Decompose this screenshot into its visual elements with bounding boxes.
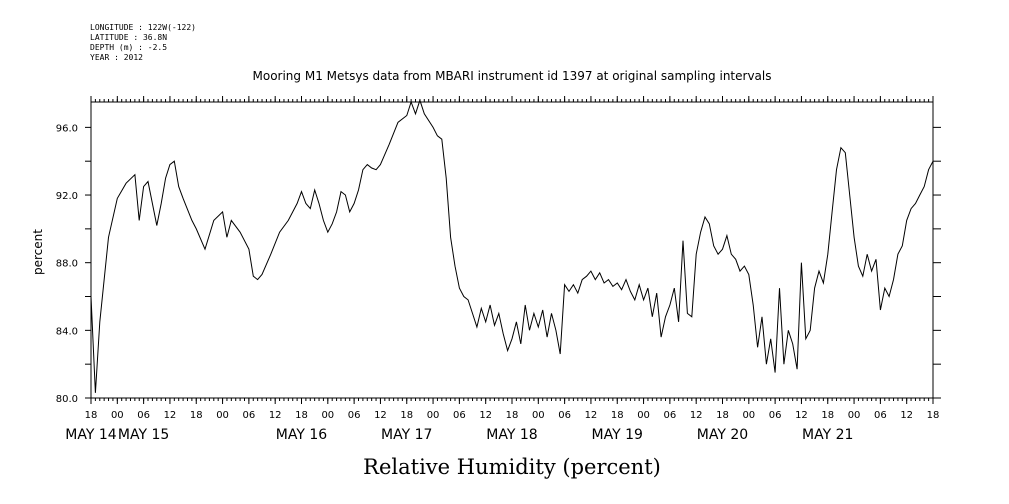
date-label: MAY 16 (276, 427, 327, 443)
x-tick-label: 18 (506, 410, 519, 421)
x-tick-label: 06 (664, 410, 677, 421)
x-tick-label: 00 (216, 410, 229, 421)
x-tick-label: 18 (85, 410, 98, 421)
date-label: MAY 20 (697, 427, 748, 443)
x-tick-label: 06 (558, 410, 571, 421)
x-tick-label: 12 (690, 410, 703, 421)
y-tick-label: 88.0 (56, 259, 78, 270)
x-tick-label: 06 (243, 410, 256, 421)
x-tick-label: 18 (190, 410, 203, 421)
x-tick-label: 00 (742, 410, 755, 421)
y-axis-label: percent (31, 229, 45, 275)
date-label: MAY 19 (592, 427, 643, 443)
x-tick-label: 00 (532, 410, 545, 421)
x-tick-label: 12 (269, 410, 282, 421)
date-label: MAY 14 (65, 427, 116, 443)
x-tick-label: 18 (821, 410, 834, 421)
tick-labels: 18 00 06 12 18 00 06 12 18 00 06 12 18 00 06 12 18 00 06 12… (56, 123, 940, 443)
x-tick-label: 06 (348, 410, 361, 421)
y-tick-label: 80.0 (56, 394, 78, 405)
axis-ticks (85, 96, 941, 404)
x-tick-label: 06 (453, 410, 466, 421)
x-tick-label: 18 (927, 410, 940, 421)
x-tick-label: 06 (137, 410, 150, 421)
date-label: MAY 21 (802, 427, 853, 443)
date-label: MAY 15 (118, 427, 169, 443)
x-tick-label: 00 (848, 410, 861, 421)
x-tick-label: 06 (874, 410, 887, 421)
x-tick-label: 12 (795, 410, 808, 421)
meta-latitude: LATITUDE : 36.8N (90, 33, 167, 42)
x-axis-label: Relative Humidity (percent) (363, 455, 661, 479)
x-tick-label: 18 (611, 410, 624, 421)
x-tick-label: 00 (637, 410, 650, 421)
x-tick-label: 00 (321, 410, 334, 421)
y-tick-label: 92.0 (56, 191, 78, 202)
y-tick-label: 84.0 (56, 326, 78, 337)
date-label: MAY 18 (486, 427, 537, 443)
x-tick-label: 12 (479, 410, 492, 421)
x-tick-label: 12 (900, 410, 913, 421)
chart-title: Mooring M1 Metsys data from MBARI instru… (253, 69, 772, 83)
x-tick-label: 00 (111, 410, 124, 421)
x-tick-label: 06 (769, 410, 782, 421)
meta-year: YEAR : 2012 (90, 53, 143, 62)
humidity-line (90, 98, 934, 393)
y-tick-label: 96.0 (56, 123, 78, 134)
x-tick-label: 12 (164, 410, 177, 421)
metadata-block: LONGITUDE : 122W(-122) LATITUDE : 36.8N … (90, 23, 196, 62)
x-tick-label: 18 (400, 410, 413, 421)
date-label: MAY 17 (381, 427, 432, 443)
meta-depth: DEPTH (m) : -2.5 (90, 43, 167, 52)
x-tick-label: 12 (585, 410, 598, 421)
x-tick-label: 00 (427, 410, 440, 421)
x-tick-label: 18 (716, 410, 729, 421)
meta-longitude: LONGITUDE : 122W(-122) (90, 23, 196, 32)
x-tick-label: 18 (295, 410, 308, 421)
x-tick-label: 12 (374, 410, 387, 421)
plot-frame (90, 101, 934, 399)
